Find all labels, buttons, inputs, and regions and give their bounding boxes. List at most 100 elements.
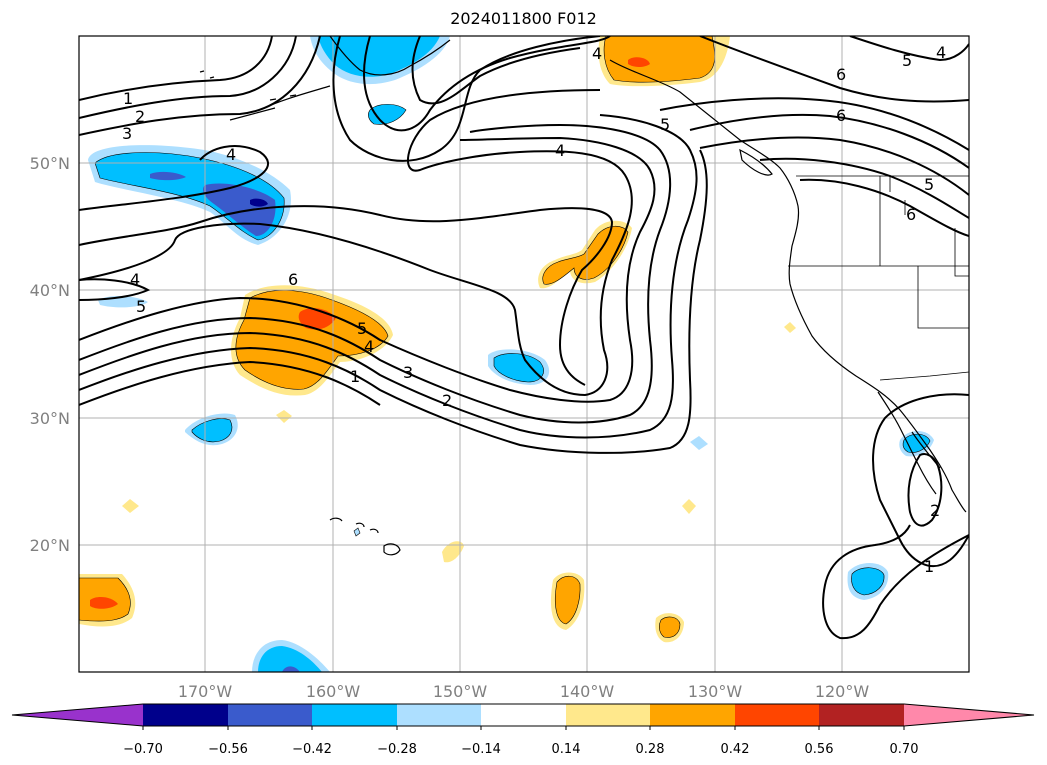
lat-label: 20°N (30, 536, 70, 555)
positive-anomaly-region (276, 410, 292, 423)
lat-label: 50°N (30, 154, 70, 173)
negative-anomaly-region (150, 171, 186, 181)
contour-label: 2 (135, 107, 145, 126)
contour-line-trough-2 (79, 89, 633, 397)
colorbar-segment (481, 704, 566, 726)
contour-label: 6 (836, 106, 846, 125)
contour-line-4a (79, 145, 269, 211)
colorbar-tick-labels: −0.70 −0.56 −0.42 −0.28 −0.14 0.14 0.28 … (123, 742, 918, 757)
colorbar-tick-label: −0.70 (123, 742, 163, 757)
positive-anomaly-region (555, 576, 581, 624)
contour-line-e1 (659, 97, 969, 151)
contour-label: 4 (130, 270, 140, 289)
contour-label: 2 (930, 501, 940, 520)
colorbar-extend-left (12, 704, 143, 726)
lon-label: 150°W (433, 682, 488, 701)
bc-coast (609, 59, 967, 513)
lon-label: 160°W (306, 682, 361, 701)
lon-label: 120°W (815, 682, 870, 701)
contour-line-e4 (759, 157, 969, 219)
colorbar-segment (650, 704, 735, 726)
contour-label: 5 (924, 175, 934, 194)
map-frame (78, 35, 970, 673)
contour-label: 5 (660, 115, 670, 134)
positive-anomaly-region (122, 499, 139, 513)
negative-anomaly-region (250, 198, 268, 207)
contour-label: 6 (288, 270, 298, 289)
hawaii-islands (329, 517, 401, 556)
positive-anomaly-region (659, 616, 680, 638)
contour-line-ridge-1 (332, 36, 601, 162)
colorbar-segment (312, 704, 397, 726)
contour-label: 2 (442, 391, 452, 410)
colorbar-segment (143, 704, 228, 726)
contour-label: 6 (906, 205, 916, 224)
contour-label: 5 (902, 51, 912, 70)
contour-label: 6 (836, 65, 846, 84)
contour-label: 4 (936, 43, 946, 62)
lon-label: 140°W (560, 682, 615, 701)
contour-label: 4 (364, 337, 374, 356)
contour-line-trough-7 (79, 360, 381, 406)
vancouver-island (739, 148, 773, 176)
contour-line-2 (79, 36, 297, 119)
lat-label: 40°N (30, 281, 70, 300)
hawaii-small-island (353, 527, 361, 537)
colorbar-tick-label: −0.14 (461, 742, 501, 757)
gridlines (79, 36, 969, 672)
negative-anomaly-region (851, 567, 885, 595)
contour-line-se1 (872, 393, 969, 567)
longitude-labels: 170°W 160°W 150°W 140°W 130°W 120°W (178, 682, 870, 701)
colorbar-segment (735, 704, 819, 726)
colorbar-segment (397, 704, 481, 726)
contour-line-trough-5 (79, 114, 698, 439)
colorbar (11, 703, 1035, 730)
colorbar-tick-label: 0.28 (636, 742, 665, 757)
contour-label: 5 (357, 319, 367, 338)
positive-anomaly-region (604, 36, 715, 83)
contour-line-e6 (699, 36, 969, 103)
negative-anomaly-region (258, 646, 322, 672)
contour-labels: 1 2 3 4 5 6 6 5 4 3 2 1 4 4 5 4 6 6 5 4 … (122, 43, 946, 576)
negative-anomaly-region (203, 183, 276, 236)
positive-anomaly-region (90, 596, 118, 609)
borders (788, 175, 969, 381)
contour-line-e3 (699, 136, 969, 196)
contour-label: 1 (924, 557, 934, 576)
colorbar-extend-right (904, 704, 1034, 726)
contour-line-w-small (79, 278, 151, 301)
contour-line-ridge-2 (363, 36, 611, 132)
contour-line-ridge-3 (411, 36, 581, 105)
map-content: 1 2 3 4 5 6 6 5 4 3 2 1 4 4 5 4 6 6 5 4 … (79, 36, 969, 672)
contour-label: 3 (403, 363, 413, 382)
colorbar-segment (228, 704, 312, 726)
lat-label: 30°N (30, 409, 70, 428)
colorbar-tick-label: −0.42 (292, 742, 332, 757)
contour-label: 3 (122, 124, 132, 143)
colorbar-tick-label: 0.56 (805, 742, 834, 757)
contour-label: 1 (350, 367, 360, 386)
negative-anomaly-region (192, 418, 232, 442)
positive-anomaly-region (628, 57, 650, 67)
lon-label: 170°W (178, 682, 233, 701)
contour-line-e7 (849, 36, 969, 62)
positive-anomaly-region (784, 322, 796, 333)
negative-anomaly-region (282, 666, 300, 672)
negative-anomaly-region (318, 36, 440, 77)
colorbar-tick-label: −0.28 (377, 742, 417, 757)
colorbar-tick-label: 0.14 (552, 742, 581, 757)
lon-label: 130°W (688, 682, 743, 701)
coastlines (199, 36, 967, 556)
negative-anomaly-region (494, 353, 544, 382)
colorbar-tick-label: 0.42 (721, 742, 750, 757)
contour-label: 4 (592, 44, 602, 63)
contour-label: 4 (226, 145, 236, 164)
contour-line-1 (79, 36, 273, 101)
colorbar-segment (566, 704, 650, 726)
colorbar-segment (819, 704, 904, 726)
colorbar-tick-label: 0.70 (890, 742, 919, 757)
colorbar-tick-label: −0.56 (208, 742, 248, 757)
contour-line-se3 (822, 524, 969, 640)
positive-anomaly-region (682, 499, 696, 514)
contour-label: 5 (136, 297, 146, 316)
